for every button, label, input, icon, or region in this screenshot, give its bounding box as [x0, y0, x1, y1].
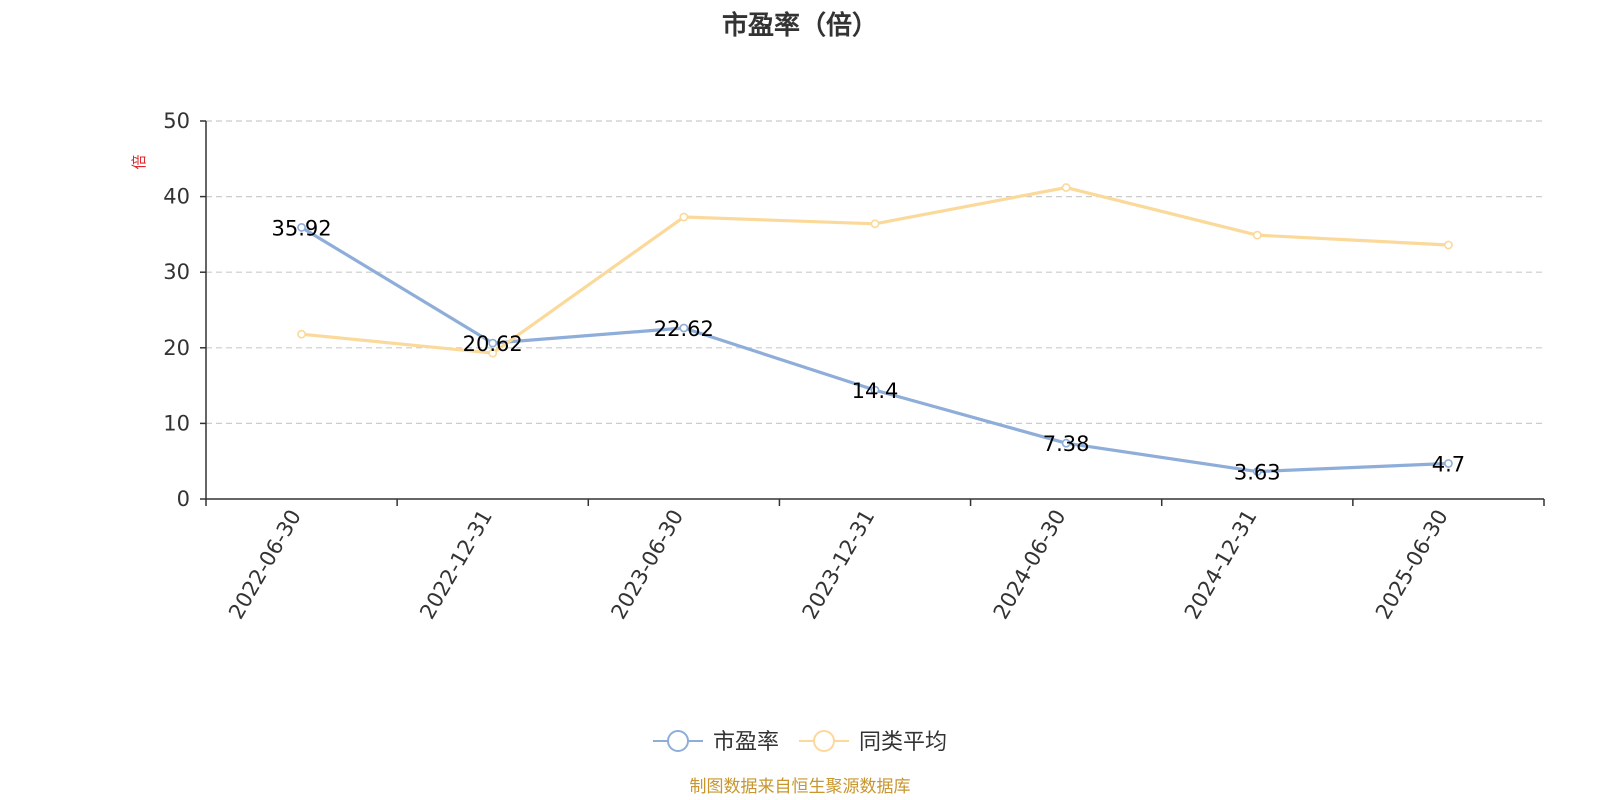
series-lines	[297, 183, 1453, 476]
data-point	[1252, 467, 1262, 476]
data-point	[297, 329, 306, 339]
data-label: 22.62	[654, 317, 714, 341]
axes: 0 10 20 30 40 50 2022-06-30 2022-12-31 2023-06-3…	[163, 109, 1545, 624]
legend[interactable]: 市盈率 同类平均	[653, 730, 947, 755]
data-point	[297, 223, 306, 232]
x-tick-label: 2023-12-31	[798, 506, 880, 624]
data-point	[870, 385, 880, 395]
legend-marker-icon	[813, 730, 835, 752]
data-point	[488, 348, 498, 358]
x-tick-label: 2024-12-31	[1180, 506, 1262, 624]
y-tick-label: 40	[163, 185, 190, 209]
data-labels: 35.92 20.62 22.62 14.4 7.38 3.63 4.7	[272, 216, 1466, 484]
series-line	[301, 185, 1449, 355]
data-point	[1252, 230, 1262, 240]
grid-lines	[206, 120, 1544, 424]
data-point	[1061, 183, 1071, 192]
y-tick-label: 0	[177, 487, 190, 511]
y-tick-label: 20	[163, 336, 190, 360]
chart-title: 市盈率（倍）	[722, 10, 878, 41]
data-point	[488, 338, 498, 348]
data-point	[870, 219, 880, 229]
x-tick-label: 2023-06-30	[606, 506, 688, 624]
legend-marker-icon	[667, 730, 689, 752]
data-point	[1061, 438, 1071, 448]
y-tick-label: 10	[163, 411, 190, 435]
data-label: 3.63	[1234, 461, 1281, 485]
data-label: 20.62	[463, 332, 523, 356]
legend-label: 同类平均	[859, 730, 947, 755]
data-source-note: 制图数据来自恒生聚源数据库	[690, 777, 911, 797]
y-axis-unit: 倍	[130, 154, 148, 169]
data-point	[1444, 240, 1453, 250]
x-tick-label: 2024-06-30	[989, 506, 1071, 624]
data-label: 35.92	[272, 216, 332, 240]
data-point	[679, 323, 689, 333]
data-point	[1444, 459, 1453, 468]
legend-label: 市盈率	[713, 730, 779, 755]
data-label: 7.38	[1043, 432, 1090, 456]
x-tick-label: 2022-12-31	[415, 506, 497, 624]
x-tick-label: 2022-06-30	[224, 506, 306, 624]
y-tick-label: 50	[163, 109, 190, 133]
y-tick-label: 30	[163, 260, 190, 284]
x-tick-label: 2025-06-30	[1371, 506, 1453, 624]
data-label: 4.7	[1432, 452, 1465, 476]
data-label: 14.4	[852, 379, 899, 403]
data-point	[679, 212, 689, 222]
